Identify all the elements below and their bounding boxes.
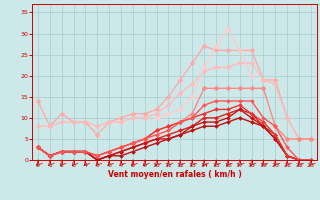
X-axis label: Vent moyen/en rafales ( km/h ): Vent moyen/en rafales ( km/h ) <box>108 170 241 179</box>
